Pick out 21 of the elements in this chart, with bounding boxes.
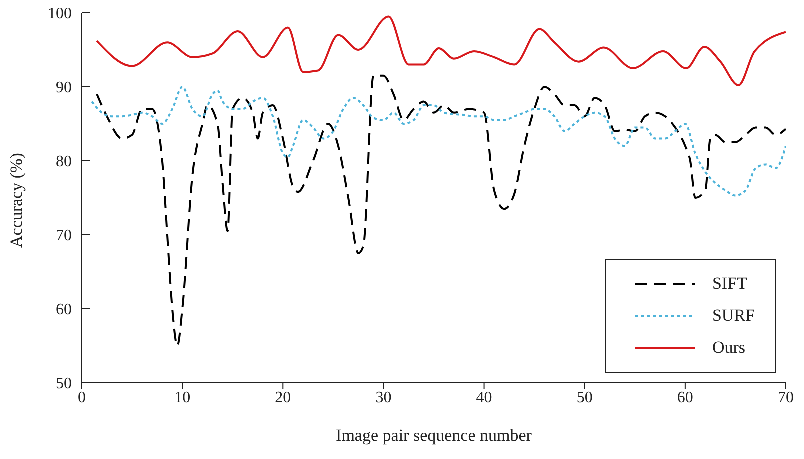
y-tick-label: 70: [56, 228, 72, 245]
x-tick-label: 70: [778, 389, 794, 406]
legend-label: SIFT: [712, 274, 748, 294]
y-tick-label: 90: [56, 80, 72, 97]
x-tick-label: 10: [174, 389, 191, 406]
y-tick-label: 60: [56, 302, 72, 319]
x-axis-title: Image pair sequence number: [336, 426, 532, 445]
y-tick-label: 100: [48, 6, 72, 23]
legend-label: SURF: [712, 306, 755, 326]
line-series: [91, 86, 786, 197]
line-series: [96, 16, 786, 87]
legend-label: Ours: [712, 338, 746, 358]
y-tick-label: 80: [56, 154, 72, 171]
x-tick-label: 40: [476, 389, 492, 406]
x-tick-label: 60: [677, 389, 694, 406]
x-tick-label: 20: [275, 389, 292, 406]
x-tick-label: 30: [376, 389, 392, 406]
y-tick-label: 50: [56, 376, 72, 393]
x-tick-label: 0: [78, 389, 86, 406]
x-tick-label: 50: [576, 389, 593, 406]
y-axis-title: Accuracy (%): [7, 153, 26, 248]
